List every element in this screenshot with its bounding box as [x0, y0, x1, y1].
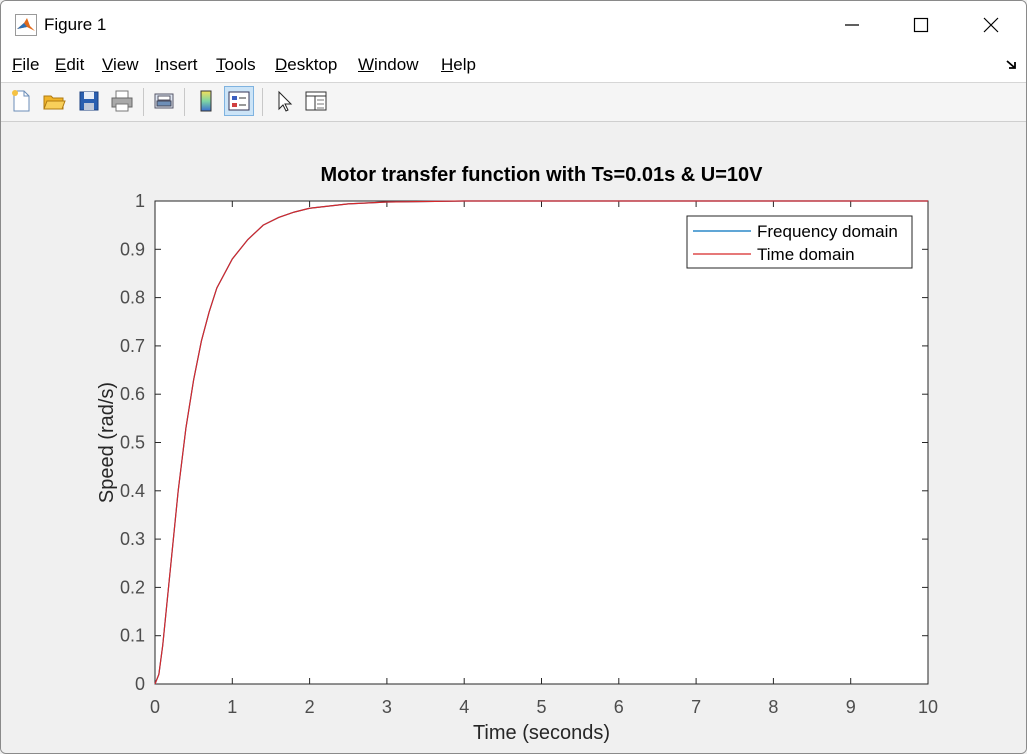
print-button[interactable] — [107, 86, 137, 116]
menu-edit[interactable]: Edit — [55, 55, 85, 74]
window-title: Figure 1 — [44, 15, 107, 34]
property-inspector-button[interactable] — [301, 86, 331, 116]
toolbar — [1, 83, 1026, 122]
x-axis-label: Time (seconds) — [473, 722, 610, 744]
menu-window[interactable]: Window — [358, 55, 419, 74]
x-tick-label: 3 — [382, 697, 392, 717]
y-tick-label: 0.5 — [120, 433, 145, 453]
minimize-icon — [845, 23, 859, 26]
x-tick-label: 2 — [305, 697, 315, 717]
x-tick-label: 6 — [614, 697, 624, 717]
menu-insert[interactable]: Insert — [155, 55, 198, 74]
y-tick-label: 1 — [135, 191, 145, 211]
y-axis-label: Speed (rad/s) — [96, 382, 118, 503]
menu-help[interactable]: Help — [441, 55, 476, 74]
y-tick-label: 0.3 — [120, 529, 145, 549]
close-icon — [983, 17, 999, 32]
menu-view[interactable]: View — [102, 55, 139, 74]
toolbar-separator — [262, 88, 263, 116]
colorbar-icon — [200, 90, 212, 112]
legend — [686, 215, 913, 269]
dock-arrow-icon[interactable] — [1006, 59, 1018, 71]
y-tick-label: 0.1 — [120, 626, 145, 646]
link-plot-button[interactable] — [149, 86, 179, 116]
open-file-icon — [43, 95, 66, 110]
y-tick-label: 0.2 — [120, 577, 145, 597]
y-tick-label: 0.7 — [120, 336, 145, 356]
toolbar-separator — [143, 88, 144, 116]
x-tick-label: 0 — [150, 697, 160, 717]
plot-area — [154, 200, 929, 685]
toolbar-separator — [184, 88, 185, 116]
menu-file[interactable]: File — [12, 55, 40, 74]
x-tick-label: 4 — [459, 697, 469, 717]
maximize-icon — [913, 17, 929, 32]
save-icon — [79, 91, 99, 111]
colorbar-button[interactable] — [191, 86, 221, 116]
series-line-1 — [154, 200, 928, 685]
menu-tools[interactable]: Tools — [216, 55, 256, 74]
property-inspector-icon — [305, 91, 327, 111]
figure-canvas[interactable]: 0 1 2 3 4 5 6 7 8 9 10 0 0.1 0.2 0.3 0.4 0.5 0.6 0.7 0.8 0.9… — [1, 122, 1026, 753]
x-tick-label: 8 — [768, 697, 778, 717]
save-button[interactable] — [74, 86, 104, 116]
y-tick-label: 0.6 — [120, 384, 145, 404]
y-tick-label: 0.9 — [120, 239, 145, 259]
menu-bar: File Edit View Insert Tools Desktop Wind… — [1, 48, 1026, 83]
maximize-button[interactable] — [886, 1, 956, 48]
new-figure-icon — [12, 90, 30, 112]
print-icon — [111, 90, 133, 112]
legend-icon — [228, 91, 250, 111]
x-tick-label: 1 — [227, 697, 237, 717]
matlab-logo-icon — [15, 14, 37, 36]
legend-button[interactable] — [224, 86, 254, 116]
close-button[interactable] — [956, 1, 1026, 48]
menu-desktop[interactable]: Desktop — [275, 55, 338, 74]
legend-entry-0: Frequency domain — [757, 222, 898, 241]
y-tick-label: 0 — [135, 674, 145, 694]
y-tick-label: 0.8 — [120, 288, 145, 308]
legend-entry-1: Time domain — [757, 245, 855, 264]
x-tick-label: 5 — [536, 697, 546, 717]
link-plot-icon — [154, 93, 174, 109]
pointer-button[interactable] — [269, 86, 299, 116]
x-tick-label: 10 — [918, 697, 938, 717]
new-figure-button[interactable] — [6, 86, 36, 116]
x-tick-label: 9 — [846, 697, 856, 717]
chart-title: Motor transfer function with Ts=0.01s & … — [321, 164, 764, 186]
title-bar[interactable]: Figure 1 — [1, 1, 1026, 48]
pointer-icon — [278, 90, 293, 112]
x-tick-label: 7 — [691, 697, 701, 717]
y-tick-label: 0.4 — [120, 481, 145, 501]
line-chart: 0 1 2 3 4 5 6 7 8 9 10 0 0.1 0.2 0.3 0.4 0.5 0.6 0.7 0.8 0.9… — [96, 164, 938, 744]
minimize-button[interactable] — [817, 1, 887, 48]
open-file-button[interactable] — [39, 86, 69, 116]
